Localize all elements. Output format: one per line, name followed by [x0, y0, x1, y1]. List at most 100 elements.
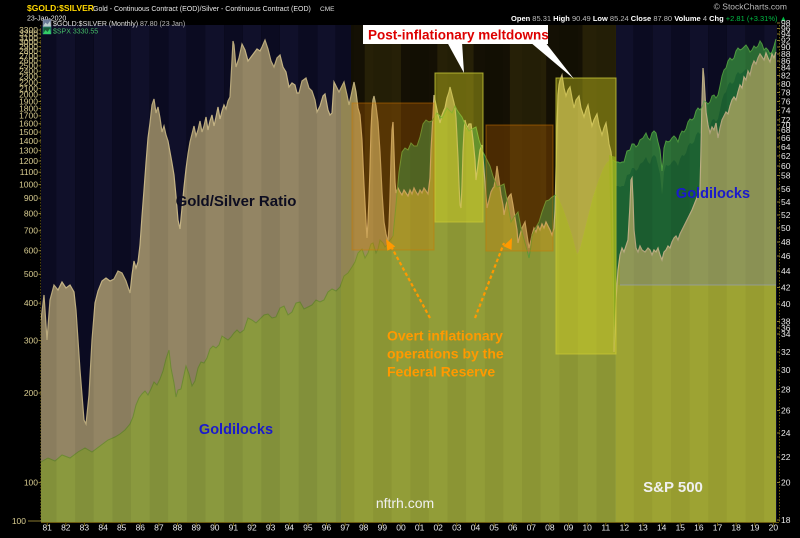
svg-text:66: 66 [781, 133, 791, 143]
svg-text:3100: 3100 [19, 33, 38, 43]
svg-text:$GOLD:$SILVER: $GOLD:$SILVER [27, 3, 94, 13]
svg-text:00: 00 [396, 523, 406, 533]
svg-text:99: 99 [378, 523, 388, 533]
svg-text:CME: CME [320, 6, 335, 13]
svg-text:1300: 1300 [19, 145, 38, 155]
svg-text:14: 14 [657, 523, 667, 533]
svg-text:09: 09 [564, 523, 574, 533]
svg-text:1200: 1200 [19, 156, 38, 166]
svg-text:52: 52 [781, 210, 791, 220]
svg-text:900: 900 [24, 193, 38, 203]
svg-text:81: 81 [42, 523, 52, 533]
svg-text:94: 94 [781, 29, 791, 39]
svg-text:12: 12 [620, 523, 630, 533]
svg-text:2000: 2000 [19, 90, 38, 100]
svg-text:26: 26 [781, 406, 791, 416]
svg-text:24: 24 [781, 428, 791, 438]
svg-text:90: 90 [781, 42, 791, 52]
svg-text:2900: 2900 [19, 42, 38, 52]
svg-text:1400: 1400 [19, 136, 38, 146]
svg-text:3200: 3200 [19, 29, 38, 39]
svg-text:48: 48 [781, 237, 791, 247]
svg-text:10: 10 [582, 523, 592, 533]
svg-text:Gold/Silver Ratio: Gold/Silver Ratio [176, 193, 297, 210]
svg-text:96: 96 [322, 523, 332, 533]
svg-text:84: 84 [781, 63, 791, 73]
svg-text:96: 96 [781, 24, 791, 34]
svg-text:2800: 2800 [19, 46, 38, 56]
svg-text:56: 56 [781, 184, 791, 194]
svg-text:20: 20 [769, 523, 779, 533]
svg-text:13: 13 [638, 523, 648, 533]
svg-text:22: 22 [781, 452, 791, 462]
svg-text:93: 93 [266, 523, 276, 533]
svg-text:54: 54 [781, 197, 791, 207]
svg-text:90: 90 [210, 523, 220, 533]
svg-text:02: 02 [433, 523, 443, 533]
svg-text:91: 91 [229, 523, 239, 533]
svg-text:1900: 1900 [19, 96, 38, 106]
svg-text:07: 07 [527, 523, 537, 533]
svg-text:2400: 2400 [19, 66, 38, 76]
svg-text:1100: 1100 [20, 167, 39, 177]
svg-text:19: 19 [750, 523, 760, 533]
svg-text:97: 97 [340, 523, 350, 533]
svg-text:50: 50 [781, 223, 791, 233]
svg-text:30: 30 [781, 365, 791, 375]
svg-text:98: 98 [781, 18, 791, 28]
svg-text:16: 16 [694, 523, 704, 533]
svg-text:2500: 2500 [19, 61, 38, 71]
svg-text:06: 06 [508, 523, 518, 533]
svg-text:98: 98 [359, 523, 369, 533]
svg-text:17: 17 [713, 523, 723, 533]
svg-text:20: 20 [781, 478, 791, 488]
svg-text:© StockCharts.com: © StockCharts.com [714, 2, 787, 12]
svg-text:400: 400 [24, 298, 38, 308]
svg-text:42: 42 [781, 283, 791, 293]
svg-text:Federal Reserve: Federal Reserve [387, 364, 495, 380]
svg-text:Open 85.31 High 90.49 Low 85.2: Open 85.31 High 90.49 Low 85.24 Close 87… [511, 14, 787, 23]
svg-text:80: 80 [781, 79, 791, 89]
svg-text:85: 85 [117, 523, 127, 533]
svg-text:1700: 1700 [19, 111, 38, 121]
svg-text:03: 03 [452, 523, 462, 533]
svg-text:$SPX 3330.55: $SPX 3330.55 [53, 29, 98, 36]
svg-text:$GOLD:$SILVER (Monthly) 87.80: $GOLD:$SILVER (Monthly) 87.80 (23 Jan) [53, 21, 185, 28]
svg-text:82: 82 [61, 523, 71, 533]
svg-text:68: 68 [781, 125, 791, 135]
svg-text:500: 500 [24, 269, 38, 279]
svg-text:28: 28 [781, 385, 791, 395]
svg-text:18: 18 [731, 523, 741, 533]
svg-text:78: 78 [781, 88, 791, 98]
svg-text:15: 15 [676, 523, 686, 533]
svg-text:600: 600 [24, 246, 38, 256]
svg-text:Overt inflationary: Overt inflationary [387, 328, 503, 344]
svg-text:34: 34 [781, 329, 791, 339]
svg-text:100: 100 [24, 477, 38, 487]
svg-text:86: 86 [136, 523, 146, 533]
svg-text:2600: 2600 [19, 56, 38, 66]
svg-text:46: 46 [781, 251, 791, 261]
svg-text:1500: 1500 [19, 127, 38, 137]
svg-text:operations by the: operations by the [387, 346, 504, 362]
svg-text:nftrh.com: nftrh.com [376, 495, 434, 511]
svg-text:86: 86 [781, 56, 791, 66]
svg-text:2200: 2200 [19, 77, 38, 87]
svg-text:62: 62 [781, 151, 791, 161]
svg-text:72: 72 [781, 115, 791, 125]
svg-text:1800: 1800 [19, 103, 38, 113]
svg-text:Goldilocks: Goldilocks [676, 186, 750, 202]
svg-text:88: 88 [173, 523, 183, 533]
svg-text:Goldilocks: Goldilocks [199, 422, 273, 438]
svg-text:11: 11 [601, 523, 610, 533]
svg-text:89: 89 [191, 523, 201, 533]
svg-text:18: 18 [781, 515, 791, 525]
svg-text:Gold - Continuous Contract (EO: Gold - Continuous Contract (EOD)/Silver … [93, 6, 311, 13]
svg-text:05: 05 [489, 523, 499, 533]
svg-text:2300: 2300 [19, 72, 38, 82]
svg-text:800: 800 [24, 208, 38, 218]
svg-text:36: 36 [781, 323, 791, 333]
svg-text:58: 58 [781, 171, 791, 181]
svg-text:04: 04 [471, 523, 481, 533]
svg-text:84: 84 [98, 523, 108, 533]
